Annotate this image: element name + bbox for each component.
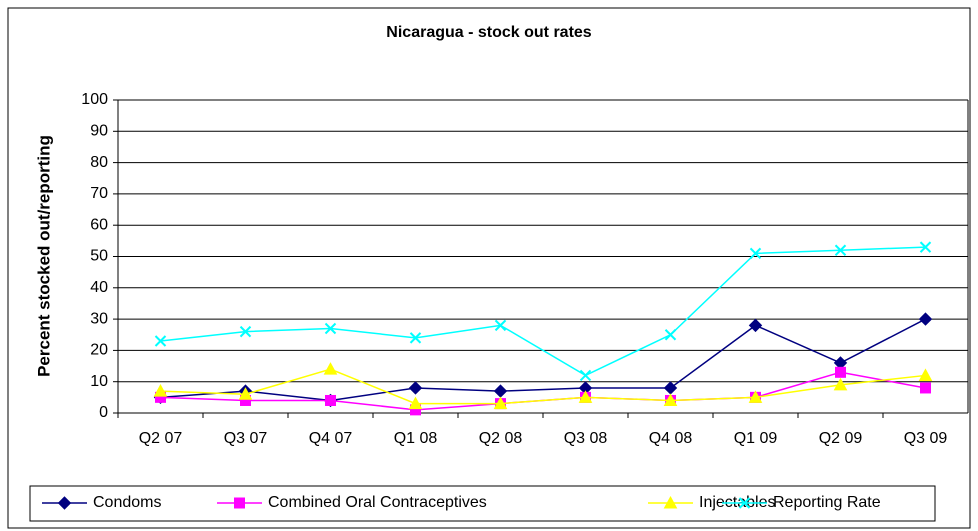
data-point xyxy=(579,369,592,382)
data-point xyxy=(238,387,253,400)
data-point xyxy=(239,325,252,338)
y-tick-label: 100 xyxy=(81,91,108,108)
data-point xyxy=(494,319,507,332)
data-point xyxy=(749,247,762,260)
y-tick-label: 60 xyxy=(90,216,108,233)
data-point xyxy=(578,390,593,403)
x-tick-label: Q3 09 xyxy=(904,430,948,447)
x-tick-label: Q2 09 xyxy=(819,430,863,447)
legend-label: Combined Oral Contraceptives xyxy=(268,494,487,511)
series-line xyxy=(160,318,926,402)
data-point xyxy=(323,362,338,375)
x-tick-label: Q1 08 xyxy=(394,430,438,447)
y-tick-label: 0 xyxy=(99,404,108,421)
data-point xyxy=(918,312,933,326)
data-point xyxy=(153,384,168,397)
data-point xyxy=(409,332,422,344)
x-tick-label: Q2 07 xyxy=(139,430,183,447)
data-point xyxy=(748,318,763,333)
y-tick-label: 90 xyxy=(90,123,108,140)
series-line xyxy=(160,246,926,377)
x-tick-label: Q3 08 xyxy=(564,430,608,447)
legend-marker xyxy=(234,497,245,509)
data-point xyxy=(154,335,167,347)
data-point xyxy=(835,366,846,378)
x-tick-label: Q2 08 xyxy=(479,430,523,447)
x-tick-label: Q4 08 xyxy=(649,430,693,447)
data-point xyxy=(834,244,847,256)
y-tick-label: 50 xyxy=(90,248,108,265)
legend-label: Condoms xyxy=(93,494,161,511)
legend-marker xyxy=(663,495,678,509)
chart-frame xyxy=(7,7,971,529)
y-tick-label: 10 xyxy=(90,373,108,390)
data-point xyxy=(918,368,933,381)
y-axis-label: Percent stocked out/reporting xyxy=(34,135,53,377)
legend-marker xyxy=(57,496,72,510)
data-point xyxy=(493,396,508,410)
legend-label: Reporting Rate xyxy=(773,494,881,511)
x-tick-label: Q1 09 xyxy=(734,430,778,447)
data-point xyxy=(663,393,678,406)
data-point xyxy=(324,322,337,335)
data-point xyxy=(408,396,423,410)
series-line xyxy=(160,368,926,405)
data-point xyxy=(664,329,677,341)
data-point xyxy=(748,390,763,403)
data-point xyxy=(408,381,423,395)
y-tick-label: 80 xyxy=(90,154,108,171)
data-point xyxy=(920,382,931,394)
chart-title: Nicaragua - stock out rates xyxy=(386,24,592,41)
y-tick-label: 30 xyxy=(90,310,108,327)
data-point xyxy=(833,377,848,391)
data-point xyxy=(919,241,932,253)
y-tick-label: 20 xyxy=(90,342,108,359)
data-point xyxy=(325,394,336,406)
legend-box xyxy=(29,485,936,522)
y-tick-label: 70 xyxy=(90,185,108,202)
x-tick-label: Q4 07 xyxy=(309,430,353,447)
legend-marker xyxy=(738,497,751,509)
y-tick-label: 40 xyxy=(90,279,108,296)
x-tick-label: Q3 07 xyxy=(224,430,268,447)
